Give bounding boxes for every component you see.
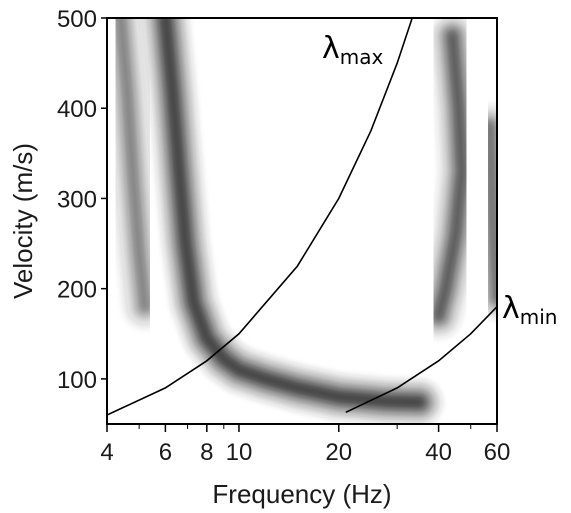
x-tick-label: 60: [484, 439, 511, 466]
curve-layer: [107, 18, 497, 416]
heatmap-ridge-high-frequency-band: [415, 18, 485, 339]
x-tick-label: 20: [325, 439, 352, 466]
x-tick-label: 8: [200, 439, 213, 466]
heatmap-ridge-low-frequency-band: [107, 18, 168, 330]
ridge-layer: [161, 18, 424, 407]
heatmap-layer: [107, 18, 497, 424]
curve-label-symbol: λ: [322, 31, 340, 66]
curve-label-min: λmin: [502, 291, 557, 329]
curve-max: [107, 18, 413, 416]
heatmap-ridge-fundamental-mode: [142, 18, 443, 424]
curve-label-sub: max: [340, 45, 384, 69]
x-tick-label: 40: [425, 439, 452, 466]
x-tick-label: 6: [159, 439, 172, 466]
y-ticks: 100 200 300 400 500: [57, 6, 107, 394]
plot-frame: [106, 17, 498, 425]
curve-label-max: λmax: [322, 31, 384, 69]
ridge-layer: [485, 122, 497, 302]
ridge-layer: [434, 32, 466, 320]
curve-label-sub: min: [520, 305, 558, 329]
x-tick-label: 4: [100, 439, 113, 466]
ridge-layer: [116, 18, 149, 311]
x-tick-label: 10: [226, 439, 253, 466]
x-axis-label: Frequency (Hz): [212, 479, 391, 509]
curve-min: [345, 306, 497, 414]
y-tick-label: 200: [57, 277, 97, 304]
y-tick-label: 100: [57, 367, 97, 394]
heatmap-ridge-high-frequency-band-right: [466, 103, 497, 321]
y-tick-label: 500: [57, 6, 97, 33]
y-tick-label: 400: [57, 96, 97, 123]
x-ticks: 4 6 8 10 20 40 60: [100, 424, 510, 466]
curve-label-symbol: λ: [502, 291, 520, 326]
y-tick-label: 300: [57, 186, 97, 213]
y-axis-label: Velocity (m/s): [8, 143, 38, 299]
